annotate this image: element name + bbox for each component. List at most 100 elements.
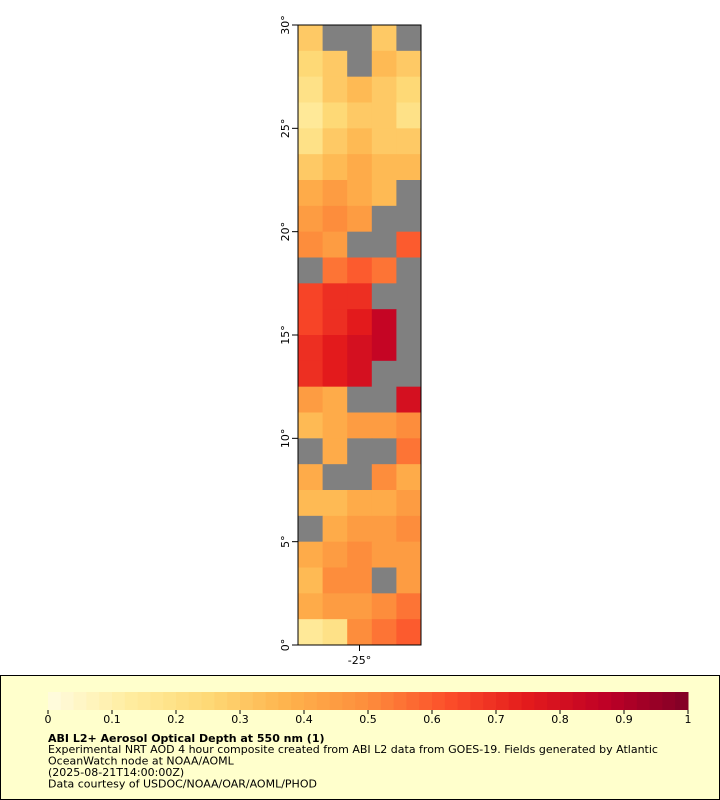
colorbar-segment: [521, 692, 535, 710]
aod-cell: [347, 593, 373, 620]
aod-cell: [396, 541, 422, 568]
aod-cell: [347, 76, 373, 103]
legend-title: ABI L2+ Aerosol Optical Depth at 550 nm …: [48, 732, 325, 745]
missing-cell: [347, 25, 373, 52]
aod-cell: [371, 464, 397, 491]
missing-cell: [347, 231, 373, 258]
colorbar-segment: [675, 692, 689, 710]
aod-cell: [396, 50, 422, 78]
colorbar-segment: [636, 692, 651, 710]
caption-line: (2025-08-21T14:00:00Z): [48, 766, 184, 779]
aod-cell: [347, 619, 373, 646]
y-tick-label: 15°: [279, 325, 292, 345]
missing-cell: [371, 438, 397, 465]
caption-line: OceanWatch node at NOAA/AOML: [48, 755, 235, 768]
colorbar-segment: [304, 692, 318, 710]
aod-cell: [396, 593, 422, 620]
aod-cell: [298, 386, 324, 413]
y-tick-label: 0°: [279, 639, 292, 652]
colorbar-segment: [547, 692, 561, 710]
colorbar-segment: [662, 692, 676, 710]
aod-cell: [298, 309, 324, 336]
missing-cell: [347, 386, 373, 413]
colorbar-segment: [534, 692, 548, 710]
colorbar-segment: [188, 692, 203, 710]
colorbar-segment: [316, 692, 331, 710]
aod-cell: [396, 386, 422, 413]
aod-cell: [371, 412, 397, 439]
aod-cell: [298, 360, 324, 388]
colorbar-segment: [60, 692, 75, 710]
colorbar-tick-label: 0.5: [359, 713, 377, 726]
aod-cell: [322, 128, 348, 155]
missing-cell: [396, 205, 422, 233]
aod-cell: [371, 619, 397, 646]
missing-cell: [298, 438, 324, 465]
aod-cell: [322, 515, 348, 543]
colorbar-segment: [457, 692, 471, 710]
colorbar-segment: [137, 692, 151, 710]
colorbar-tick-label: 0.9: [615, 713, 633, 726]
aod-cell: [396, 515, 422, 543]
aod-cell: [322, 257, 348, 284]
colorbar-segment: [73, 692, 87, 710]
aod-cell: [322, 360, 348, 388]
aod-cell: [396, 464, 422, 491]
colorbar-segment: [432, 692, 446, 710]
colorbar-segment: [99, 692, 113, 710]
colorbar-segment: [278, 692, 292, 710]
aod-cell: [298, 593, 324, 620]
aod-cell: [396, 619, 422, 646]
colorbar-tick-label: 0.2: [167, 713, 185, 726]
missing-cell: [396, 257, 422, 284]
colorbar-segment: [508, 692, 523, 710]
aod-cell: [298, 50, 324, 78]
y-tick-label: 5°: [279, 535, 292, 548]
caption-line: Experimental NRT AOD 4 hour composite cr…: [48, 743, 658, 756]
colorbar-segment: [496, 692, 510, 710]
colorbar-segment: [470, 692, 484, 710]
colorbar-segment: [252, 692, 267, 710]
aod-cell: [298, 102, 324, 129]
aod-cell: [371, 541, 397, 568]
aod-cell: [396, 438, 422, 465]
colorbar-tick-label: 1: [685, 713, 692, 726]
aod-cell: [298, 180, 324, 207]
aod-cell: [298, 541, 324, 568]
colorbar-segment: [124, 692, 139, 710]
missing-cell: [347, 438, 373, 465]
aod-cell: [396, 412, 422, 439]
aod-cell: [322, 593, 348, 620]
colorbar-segment: [329, 692, 343, 710]
aod-cell: [347, 360, 373, 388]
colorbar-segment: [150, 692, 164, 710]
missing-cell: [371, 283, 397, 310]
aod-cell: [298, 154, 324, 181]
aod-cell: [298, 205, 324, 233]
aod-cell: [298, 619, 324, 646]
aod-cell: [298, 335, 324, 362]
colorbar-segment: [419, 692, 433, 710]
colorbar-segment: [598, 692, 612, 710]
missing-cell: [396, 335, 422, 362]
aod-cell: [396, 102, 422, 129]
aod-cell: [322, 76, 348, 103]
aod-cell: [322, 231, 348, 258]
aod-cell: [396, 154, 422, 181]
colorbar-tick-label: 0.4: [295, 713, 313, 726]
aod-cell: [322, 412, 348, 439]
missing-cell: [298, 515, 324, 543]
aod-cell: [322, 50, 348, 78]
aod-cell: [322, 205, 348, 233]
aod-cell: [371, 257, 397, 284]
colorbar-tick-label: 0.6: [423, 713, 441, 726]
aod-cell: [371, 335, 397, 362]
y-tick-label: 10°: [279, 429, 292, 449]
colorbar-segment: [48, 692, 62, 710]
aod-cell: [322, 490, 348, 517]
aod-cell: [347, 490, 373, 517]
aod-cell: [298, 128, 324, 155]
colorbar-segment: [86, 692, 100, 710]
